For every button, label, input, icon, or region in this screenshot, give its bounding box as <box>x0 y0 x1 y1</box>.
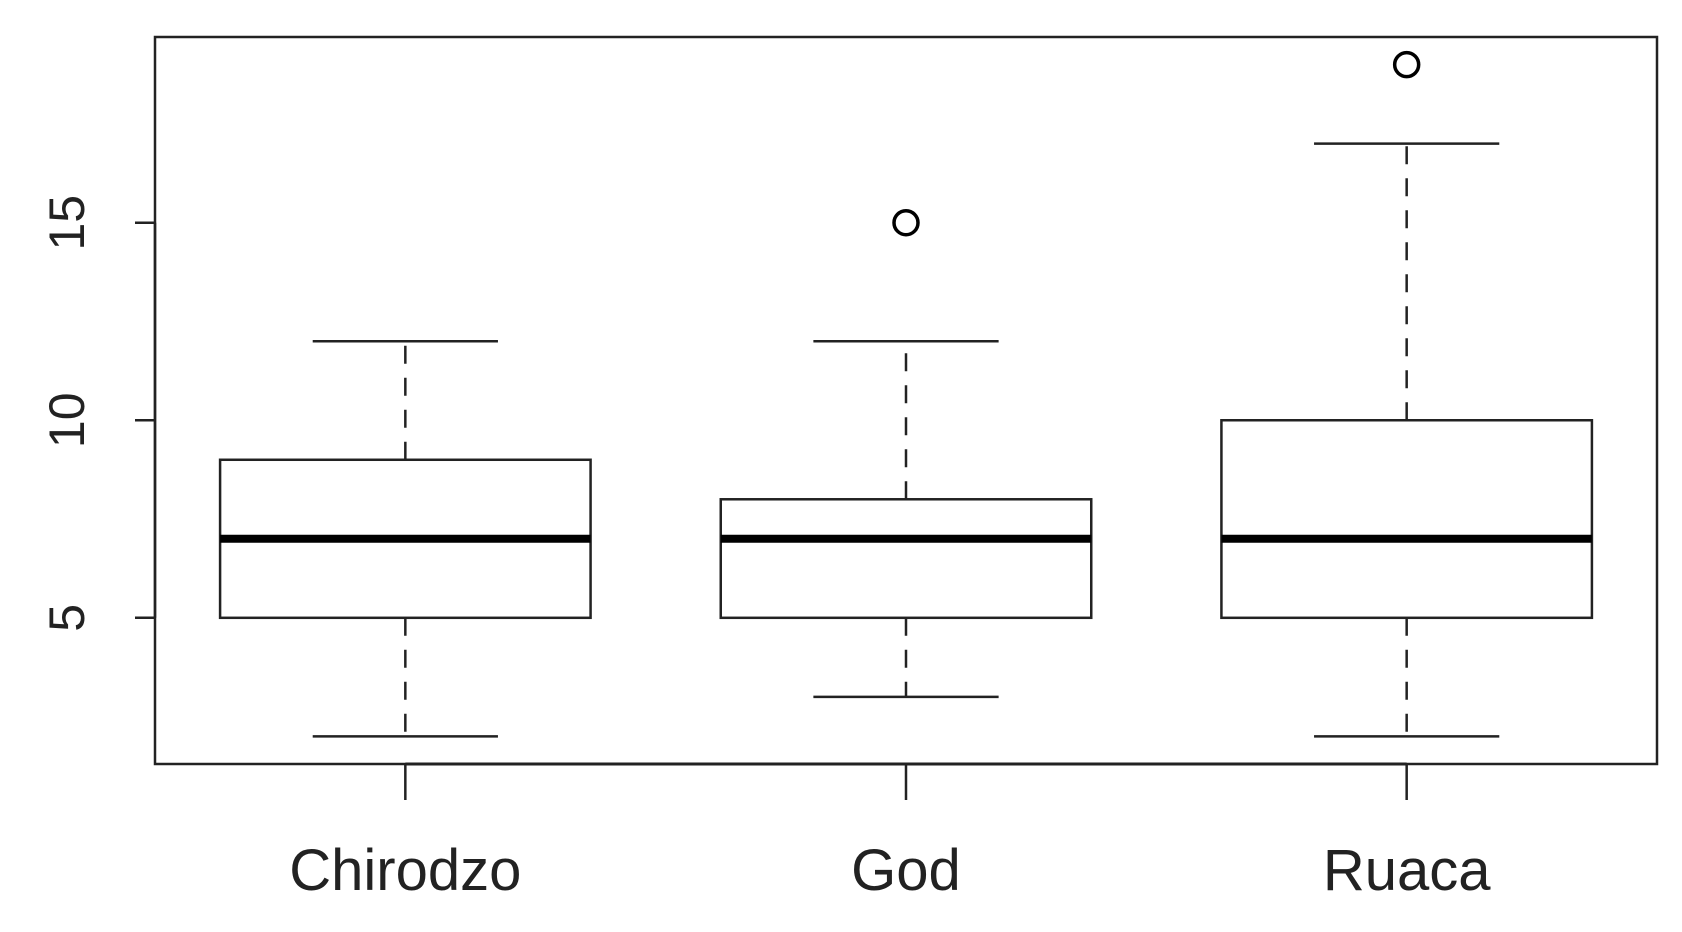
x-axis: Chirodzo God Ruaca <box>289 762 1491 903</box>
y-tick-label: 10 <box>39 392 95 448</box>
x-tick-label: Chirodzo <box>289 838 521 903</box>
y-tick-label: 15 <box>39 195 95 251</box>
outlier-point <box>892 208 920 237</box>
iqr-box <box>719 498 1093 620</box>
iqr-box <box>1220 419 1594 620</box>
box-chirodzo <box>218 339 592 738</box>
y-axis: 5 10 15 <box>39 195 157 632</box>
box-god <box>719 208 1093 699</box>
x-tick-label: God <box>851 838 961 903</box>
outlier-point <box>1392 50 1421 79</box>
box-ruaca <box>1220 50 1594 738</box>
box-group <box>218 50 1594 738</box>
x-tick-label: Ruaca <box>1323 838 1491 903</box>
y-tick-label: 5 <box>39 604 95 632</box>
